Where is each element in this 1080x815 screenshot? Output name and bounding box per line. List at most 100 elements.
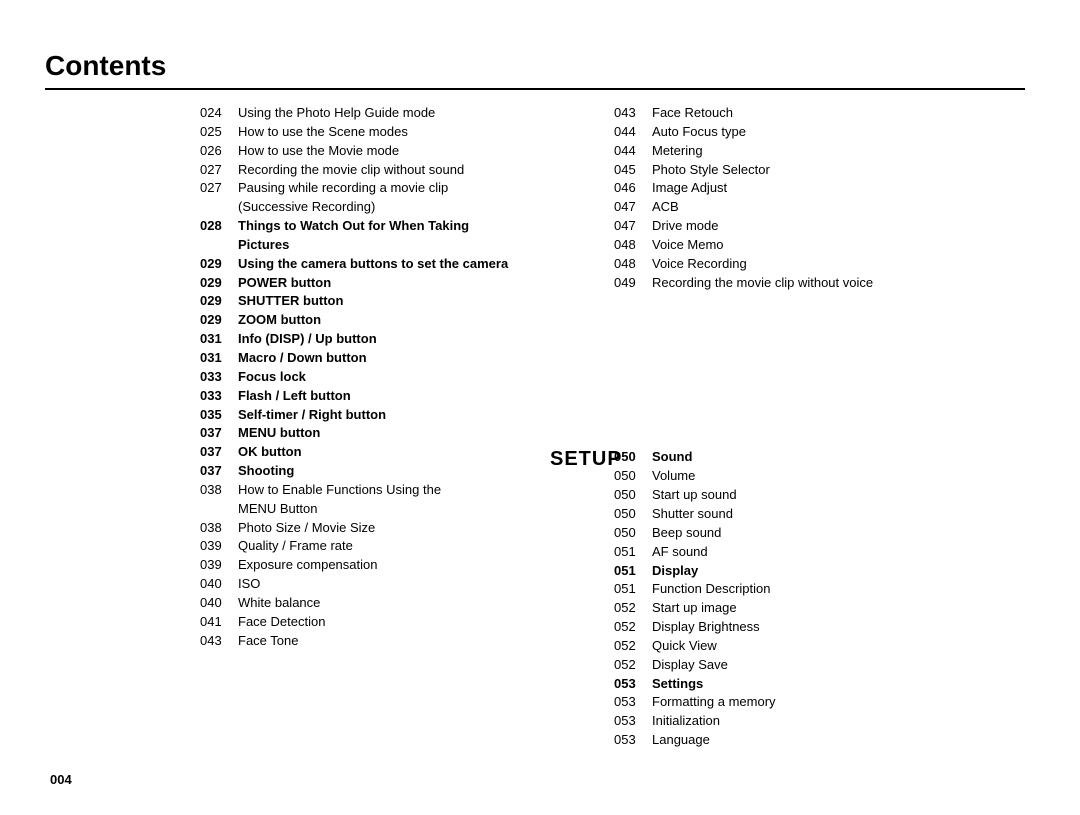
toc-row: 051Display bbox=[614, 562, 1025, 581]
toc-text: Photo Style Selector bbox=[652, 161, 1025, 180]
toc-page: 050 bbox=[614, 467, 652, 486]
right-column: 043Face Retouch044Auto Focus type044Mete… bbox=[550, 104, 1025, 750]
toc-row: 051AF sound bbox=[614, 543, 1025, 562]
toc-row: 031Info (DISP) / Up button bbox=[200, 330, 520, 349]
toc-page: 037 bbox=[200, 443, 238, 462]
toc-text: ACB bbox=[652, 198, 1025, 217]
toc-page: 029 bbox=[200, 292, 238, 311]
toc-page: 033 bbox=[200, 387, 238, 406]
toc-page: 038 bbox=[200, 481, 238, 500]
toc-text: Initialization bbox=[652, 712, 1025, 731]
toc-row: 038How to Enable Functions Using the bbox=[200, 481, 520, 500]
toc-text: Face Detection bbox=[238, 613, 520, 632]
toc-row: 026How to use the Movie mode bbox=[200, 142, 520, 161]
toc-page: 029 bbox=[200, 274, 238, 293]
toc-row: 000MENU Button bbox=[200, 500, 520, 519]
toc-row: 037MENU button bbox=[200, 424, 520, 443]
toc-page: 053 bbox=[614, 693, 652, 712]
toc-row: 039Quality / Frame rate bbox=[200, 537, 520, 556]
toc-page: 027 bbox=[200, 161, 238, 180]
toc-text: Voice Memo bbox=[652, 236, 1025, 255]
toc-row: 033Flash / Left button bbox=[200, 387, 520, 406]
toc-row: 041Face Detection bbox=[200, 613, 520, 632]
toc-text: Exposure compensation bbox=[238, 556, 520, 575]
toc-text: Start up sound bbox=[652, 486, 1025, 505]
toc-row: 033Focus lock bbox=[200, 368, 520, 387]
toc-row: 044Metering bbox=[614, 142, 1025, 161]
toc-text: AF sound bbox=[652, 543, 1025, 562]
right-setup-block: SETUP 050Sound050Volume050Start up sound… bbox=[550, 448, 1025, 750]
toc-text: ZOOM button bbox=[238, 311, 520, 330]
toc-row: 053Initialization bbox=[614, 712, 1025, 731]
toc-row: 047ACB bbox=[614, 198, 1025, 217]
toc-text: Face Tone bbox=[238, 632, 520, 651]
toc-row: 052Display Brightness bbox=[614, 618, 1025, 637]
toc-text: How to use the Movie mode bbox=[238, 142, 520, 161]
toc-row: 029ZOOM button bbox=[200, 311, 520, 330]
toc-text: Pictures bbox=[238, 236, 520, 255]
toc-page: 050 bbox=[614, 524, 652, 543]
toc-text: Photo Size / Movie Size bbox=[238, 519, 520, 538]
toc-page: 052 bbox=[614, 599, 652, 618]
toc-row: 040White balance bbox=[200, 594, 520, 613]
toc-page: 037 bbox=[200, 462, 238, 481]
toc-row: 029SHUTTER button bbox=[200, 292, 520, 311]
toc-text: Shooting bbox=[238, 462, 520, 481]
toc-row: 040ISO bbox=[200, 575, 520, 594]
toc-page: 048 bbox=[614, 236, 652, 255]
toc-row: 038Photo Size / Movie Size bbox=[200, 519, 520, 538]
toc-page: 040 bbox=[200, 594, 238, 613]
toc-text: Formatting a memory bbox=[652, 693, 1025, 712]
toc-text: MENU button bbox=[238, 424, 520, 443]
toc-text: Quick View bbox=[652, 637, 1025, 656]
toc-page: 044 bbox=[614, 123, 652, 142]
toc-row: 050Start up sound bbox=[614, 486, 1025, 505]
toc-row: 047Drive mode bbox=[614, 217, 1025, 236]
toc-row: 027Recording the movie clip without soun… bbox=[200, 161, 520, 180]
toc-row: 029POWER button bbox=[200, 274, 520, 293]
toc-row: 050Shutter sound bbox=[614, 505, 1025, 524]
toc-text: Using the camera buttons to set the came… bbox=[238, 255, 520, 274]
toc-row: 053Language bbox=[614, 731, 1025, 750]
toc-text: White balance bbox=[238, 594, 520, 613]
toc-left-list: 024Using the Photo Help Guide mode025How… bbox=[45, 104, 520, 650]
toc-text: Face Retouch bbox=[652, 104, 1025, 123]
toc-page: 025 bbox=[200, 123, 238, 142]
toc-page: 050 bbox=[614, 448, 652, 467]
toc-row: 045Photo Style Selector bbox=[614, 161, 1025, 180]
toc-row: 048Voice Memo bbox=[614, 236, 1025, 255]
toc-text: Recording the movie clip without voice bbox=[652, 274, 1025, 293]
toc-text: Focus lock bbox=[238, 368, 520, 387]
toc-text: Macro / Down button bbox=[238, 349, 520, 368]
toc-page: 053 bbox=[614, 712, 652, 731]
toc-text: SHUTTER button bbox=[238, 292, 520, 311]
columns-wrap: 024Using the Photo Help Guide mode025How… bbox=[45, 104, 1025, 750]
toc-page: 044 bbox=[614, 142, 652, 161]
toc-page: 052 bbox=[614, 637, 652, 656]
toc-text: Auto Focus type bbox=[652, 123, 1025, 142]
toc-row: 050Volume bbox=[614, 467, 1025, 486]
toc-text: POWER button bbox=[238, 274, 520, 293]
toc-page: 040 bbox=[200, 575, 238, 594]
toc-row: 043Face Tone bbox=[200, 632, 520, 651]
toc-page: 043 bbox=[614, 104, 652, 123]
toc-page: 041 bbox=[200, 613, 238, 632]
toc-row: 037Shooting bbox=[200, 462, 520, 481]
toc-page: 053 bbox=[614, 731, 652, 750]
toc-row: 028Things to Watch Out for When Taking bbox=[200, 217, 520, 236]
toc-row: 052Start up image bbox=[614, 599, 1025, 618]
toc-right-setup-list: 050Sound050Volume050Start up sound050Shu… bbox=[614, 448, 1025, 750]
toc-page: 024 bbox=[200, 104, 238, 123]
toc-text: Using the Photo Help Guide mode bbox=[238, 104, 520, 123]
toc-text: Shutter sound bbox=[652, 505, 1025, 524]
toc-row: 027Pausing while recording a movie clip bbox=[200, 179, 520, 198]
toc-text: How to Enable Functions Using the bbox=[238, 481, 520, 500]
toc-row: 029Using the camera buttons to set the c… bbox=[200, 255, 520, 274]
toc-page: 048 bbox=[614, 255, 652, 274]
toc-page: 037 bbox=[200, 424, 238, 443]
toc-page: 047 bbox=[614, 198, 652, 217]
toc-text: Pausing while recording a movie clip bbox=[238, 179, 520, 198]
toc-row: 050Beep sound bbox=[614, 524, 1025, 543]
toc-row: 000(Successive Recording) bbox=[200, 198, 520, 217]
toc-page: 039 bbox=[200, 537, 238, 556]
